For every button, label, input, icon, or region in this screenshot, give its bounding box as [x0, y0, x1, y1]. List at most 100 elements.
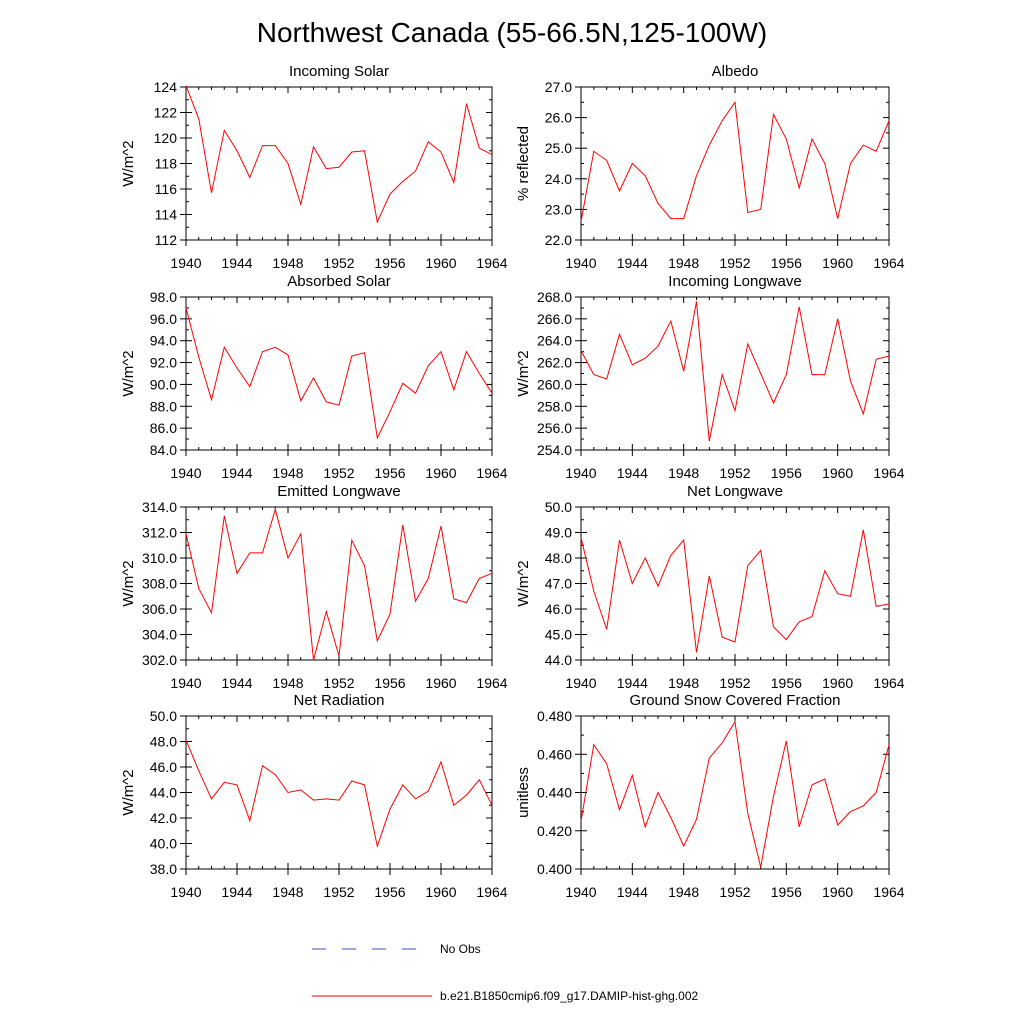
y-tick-label: 96.0 — [150, 311, 177, 327]
y-tick-label: 314.0 — [142, 499, 177, 515]
y-axis-label: % reflected — [515, 126, 532, 201]
y-tick-label: 88.0 — [150, 398, 177, 414]
panel-1: Incoming Solar W/m^2 112 114 116 118 120 122 124… — [120, 63, 508, 271]
y-tick-label: 44.0 — [545, 652, 572, 668]
plot-frame — [580, 715, 890, 870]
y-tick-label: 114 — [155, 207, 178, 223]
y-tick-label: 256.0 — [537, 420, 572, 436]
x-tick-label: 1952 — [323, 884, 354, 900]
y-tick-label: 49.0 — [545, 525, 572, 541]
x-tick-label: 1940 — [565, 255, 596, 271]
x-tick-label: 1956 — [771, 465, 802, 481]
x-tick-label: 1964 — [873, 465, 904, 481]
y-tick-label: 120 — [154, 130, 178, 146]
series-line — [185, 307, 493, 440]
y-tick-label: 302.0 — [142, 652, 177, 668]
plot-frame — [185, 715, 493, 870]
y-tick-label: 0.400 — [537, 861, 572, 877]
y-axis-label: W/m^2 — [120, 560, 137, 606]
x-tick-label: 1964 — [873, 675, 904, 691]
x-tick-label: 1948 — [272, 884, 303, 900]
series-line — [185, 507, 493, 661]
y-tick-label: 38.0 — [150, 861, 177, 877]
x-tick-label: 1948 — [668, 465, 699, 481]
plot-frame — [580, 296, 890, 451]
y-tick-label: 118 — [155, 156, 178, 172]
x-tick-label: 1952 — [719, 465, 750, 481]
x-tick-label: 1948 — [668, 884, 699, 900]
x-tick-label: 1956 — [374, 465, 405, 481]
y-tick-label: 23.0 — [545, 201, 572, 217]
x-tick-label: 1956 — [374, 884, 405, 900]
x-tick-label: 1952 — [719, 675, 750, 691]
x-tick-label: 1964 — [476, 465, 507, 481]
plot-frame — [185, 296, 493, 451]
x-tick-label: 1940 — [170, 255, 201, 271]
y-tick-label: 46.0 — [545, 601, 572, 617]
y-tick-label: 40.0 — [150, 836, 177, 852]
y-tick-label: 262.0 — [537, 355, 572, 371]
x-tick-label: 1944 — [221, 465, 252, 481]
x-tick-label: 1948 — [668, 675, 699, 691]
series-line — [580, 100, 890, 222]
y-tick-label: 304.0 — [142, 627, 177, 643]
panel-5: Emitted Longwave W/m^2 302.0 304.0 306.0 308.… — [120, 483, 508, 691]
y-axis-label: W/m^2 — [515, 350, 532, 396]
y-tick-label: 24.0 — [545, 171, 572, 187]
y-tick-label: 0.480 — [537, 708, 572, 724]
y-tick-label: 0.420 — [537, 823, 572, 839]
y-tick-label: 92.0 — [150, 355, 177, 371]
x-tick-label: 1960 — [822, 675, 853, 691]
y-tick-label: 264.0 — [537, 333, 572, 349]
y-tick-label: 27.0 — [545, 79, 572, 95]
x-tick-label: 1940 — [565, 465, 596, 481]
y-tick-label: 306.0 — [142, 601, 177, 617]
y-tick-label: 90.0 — [150, 376, 177, 392]
x-tick-label: 1952 — [719, 884, 750, 900]
y-tick-label: 84.0 — [150, 442, 177, 458]
series-line — [185, 85, 493, 224]
x-tick-label: 1960 — [425, 465, 456, 481]
y-tick-label: 44.0 — [150, 785, 177, 801]
y-axis-label: W/m^2 — [515, 560, 532, 606]
x-tick-label: 1944 — [617, 255, 648, 271]
x-tick-label: 1940 — [170, 465, 201, 481]
x-tick-label: 1944 — [617, 465, 648, 481]
x-tick-label: 1952 — [323, 255, 354, 271]
x-tick-label: 1960 — [425, 884, 456, 900]
plot-frame — [580, 506, 890, 661]
y-tick-label: 22.0 — [545, 232, 572, 248]
y-tick-label: 308.0 — [142, 576, 177, 592]
y-tick-label: 48.0 — [150, 734, 177, 750]
y-tick-label: 266.0 — [537, 311, 572, 327]
x-tick-label: 1960 — [425, 675, 456, 691]
y-tick-label: 122 — [154, 105, 178, 121]
panel-title: Incoming Solar — [289, 63, 389, 80]
series-line — [185, 740, 493, 848]
series-line — [580, 529, 890, 653]
panel-title: Absorbed Solar — [287, 273, 390, 290]
x-tick-label: 1964 — [873, 255, 904, 271]
y-tick-label: 260.0 — [537, 376, 572, 392]
legend: No Obs b.e21.B1850cmip6.f09_g17.DAMIP-hi… — [312, 942, 698, 1003]
y-tick-label: 25.0 — [545, 140, 572, 156]
x-tick-label: 1964 — [476, 884, 507, 900]
panel-3: Absorbed Solar W/m^2 84.0 86.0 88.0 90.0 92.0 9… — [120, 273, 508, 481]
y-tick-label: 46.0 — [150, 759, 177, 775]
x-tick-label: 1940 — [565, 884, 596, 900]
y-tick-label: 94.0 — [150, 333, 177, 349]
y-tick-label: 116 — [155, 181, 178, 197]
panel-title: Net Radiation — [294, 692, 385, 709]
x-tick-label: 1964 — [476, 255, 507, 271]
x-tick-label: 1956 — [771, 675, 802, 691]
y-tick-label: 112 — [155, 232, 178, 248]
x-tick-label: 1948 — [668, 255, 699, 271]
x-tick-label: 1944 — [221, 675, 252, 691]
x-tick-label: 1940 — [170, 675, 201, 691]
x-tick-label: 1960 — [822, 255, 853, 271]
x-tick-label: 1952 — [323, 675, 354, 691]
y-tick-label: 310.0 — [142, 550, 177, 566]
x-tick-label: 1952 — [719, 255, 750, 271]
